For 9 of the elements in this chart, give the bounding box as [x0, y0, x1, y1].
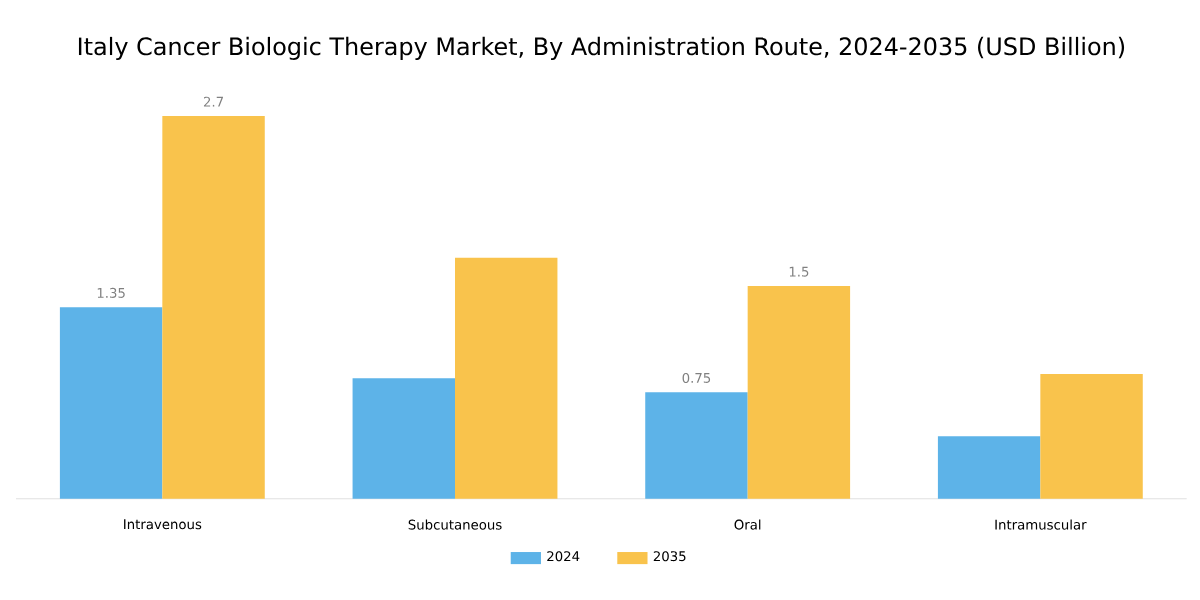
- bar: [352, 378, 455, 499]
- bar: [645, 392, 748, 499]
- bar: [162, 115, 265, 499]
- bar: [455, 257, 558, 499]
- bar: [59, 307, 163, 499]
- bar: [747, 286, 851, 499]
- chart-title: Italy Cancer Biologic Therapy Market, By Administration Route, 2024-2035 (USD Billion): [78, 36, 1125, 60]
- bar: [1040, 373, 1143, 499]
- bar: [937, 436, 1041, 499]
